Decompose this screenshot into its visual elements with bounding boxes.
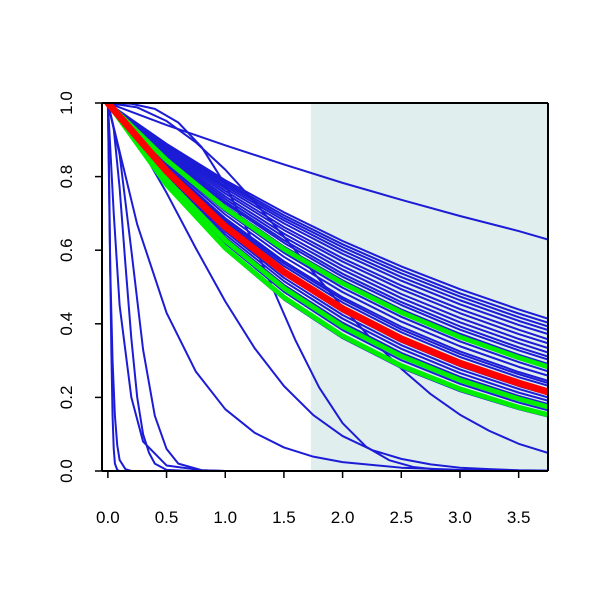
- sample-curve-7: [106, 103, 548, 345]
- sample-curve-5: [106, 103, 548, 336]
- sample-curve-6: [106, 103, 548, 341]
- x-tick-label: 0.0: [96, 508, 120, 527]
- sample-curve-11: [106, 103, 548, 361]
- green-curve-39: [105, 103, 548, 418]
- sample-curve-33: [106, 103, 548, 471]
- y-tick-label: 0.4: [57, 312, 76, 336]
- x-tick-label: 3.5: [507, 508, 531, 527]
- sample-curve-1: [106, 103, 548, 320]
- sample-curve-36: [106, 103, 548, 471]
- sample-curve-15: [106, 103, 548, 377]
- sample-curve-9: [106, 103, 548, 354]
- sample-curve-3: [106, 103, 548, 328]
- y-tick-label: 1.0: [57, 91, 76, 115]
- y-tick-label: 0.2: [57, 386, 76, 410]
- y-tick-label: 0.8: [57, 165, 76, 189]
- x-tick-label: 1.0: [213, 508, 237, 527]
- y-tick-label: 0.6: [57, 238, 76, 262]
- sample-curve-30: [106, 103, 548, 471]
- sample-curve-8: [106, 103, 548, 350]
- sample-curve-31: [106, 103, 548, 471]
- x-tick-label: 2.0: [331, 508, 355, 527]
- y-tick-label: 0.0: [57, 459, 76, 483]
- green-curve-37: [105, 103, 548, 370]
- curves-group: [104, 103, 548, 471]
- y-axis: 0.0 0.2 0.4 0.6 0.8 1.0: [57, 91, 102, 483]
- green-curve-38: [105, 103, 548, 410]
- sample-curve-22: [106, 103, 548, 402]
- x-tick-label: 0.5: [155, 508, 179, 527]
- x-tick-label: 2.5: [389, 508, 413, 527]
- sample-curve-10: [106, 103, 548, 358]
- x-tick-label: 1.5: [272, 508, 296, 527]
- red-curve-40: [104, 103, 548, 396]
- sample-curve-28: [106, 103, 548, 454]
- x-tick-label: 3.0: [448, 508, 472, 527]
- sample-curve-2: [106, 103, 548, 324]
- sample-curve-4: [106, 103, 548, 332]
- x-axis: 0.0 0.5 1.0 1.5 2.0 2.5 3.0 3.5: [96, 471, 530, 527]
